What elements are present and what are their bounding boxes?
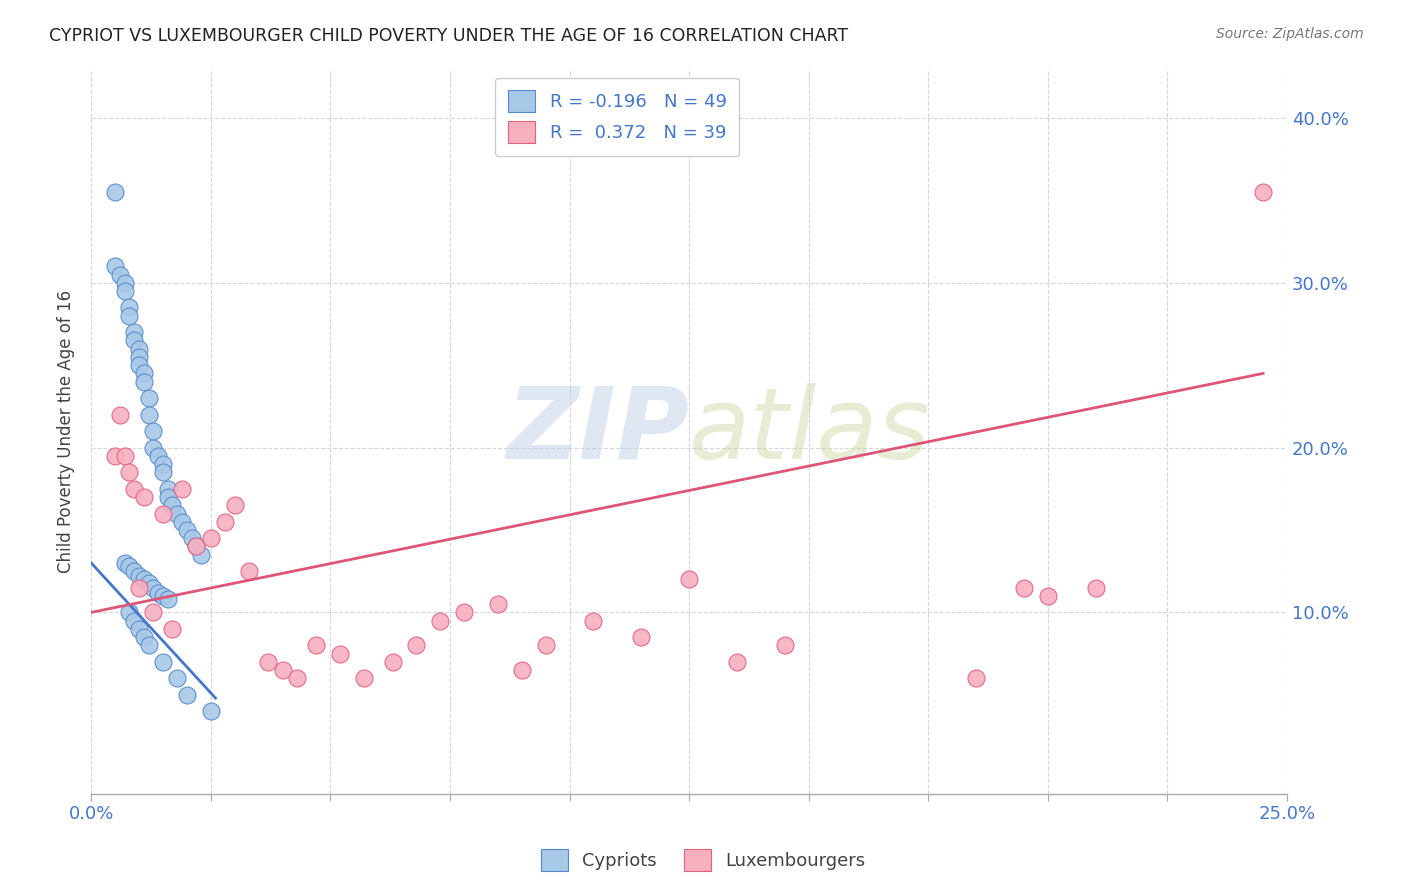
Point	[305, 638, 328, 652]
Point	[329, 647, 352, 661]
Point	[190, 548, 212, 562]
Point	[1012, 581, 1035, 595]
Point	[114, 449, 136, 463]
Point	[128, 581, 150, 595]
Point	[146, 585, 169, 599]
Point	[156, 482, 179, 496]
Point	[132, 375, 155, 389]
Point	[108, 408, 131, 422]
Point	[405, 638, 427, 652]
Point	[353, 671, 375, 685]
Point	[114, 284, 136, 298]
Point	[429, 614, 451, 628]
Point	[114, 276, 136, 290]
Point	[166, 507, 188, 521]
Point	[1084, 581, 1107, 595]
Point	[138, 638, 160, 652]
Point	[152, 655, 174, 669]
Point	[453, 606, 475, 620]
Legend: Cypriots, Luxembourgers: Cypriots, Luxembourgers	[533, 842, 873, 879]
Point	[118, 309, 141, 323]
Point	[170, 515, 193, 529]
Point	[118, 465, 141, 479]
Point	[138, 575, 160, 590]
Point	[186, 540, 208, 554]
Point	[128, 350, 150, 364]
Point	[200, 704, 222, 718]
Text: atlas: atlas	[689, 383, 931, 480]
Point	[118, 606, 141, 620]
Point	[108, 268, 131, 282]
Point	[132, 367, 155, 381]
Point	[534, 638, 557, 652]
Point	[142, 441, 165, 455]
Point	[381, 655, 404, 669]
Point	[162, 622, 184, 636]
Point	[152, 589, 174, 603]
Point	[114, 556, 136, 570]
Point	[180, 531, 202, 545]
Point	[170, 482, 193, 496]
Point	[214, 515, 236, 529]
Point	[132, 573, 155, 587]
Point	[132, 630, 155, 644]
Point	[166, 671, 188, 685]
Point	[965, 671, 987, 685]
Point	[118, 559, 141, 574]
Point	[142, 581, 165, 595]
Point	[122, 325, 145, 339]
Point	[128, 622, 150, 636]
Point	[156, 592, 179, 607]
Point	[122, 614, 145, 628]
Point	[285, 671, 308, 685]
Point	[486, 597, 509, 611]
Legend: R = -0.196   N = 49, R =  0.372   N = 39: R = -0.196 N = 49, R = 0.372 N = 39	[495, 78, 740, 156]
Point	[142, 606, 165, 620]
Point	[176, 523, 198, 537]
Point	[224, 498, 246, 512]
Point	[510, 663, 533, 677]
Point	[176, 688, 198, 702]
Point	[122, 482, 145, 496]
Point	[156, 490, 179, 504]
Point	[122, 564, 145, 578]
Text: CYPRIOT VS LUXEMBOURGER CHILD POVERTY UNDER THE AGE OF 16 CORRELATION CHART: CYPRIOT VS LUXEMBOURGER CHILD POVERTY UN…	[49, 27, 848, 45]
Point	[128, 342, 150, 356]
Point	[582, 614, 605, 628]
Point	[725, 655, 748, 669]
Point	[104, 260, 127, 274]
Point	[1036, 589, 1059, 603]
Point	[128, 569, 150, 583]
Point	[630, 630, 652, 644]
Point	[678, 573, 700, 587]
Point	[271, 663, 294, 677]
Text: ZIP: ZIP	[506, 383, 689, 480]
Point	[238, 564, 260, 578]
Point	[152, 465, 174, 479]
Point	[773, 638, 796, 652]
Point	[257, 655, 280, 669]
Point	[152, 507, 174, 521]
Point	[142, 424, 165, 438]
Point	[132, 490, 155, 504]
Point	[1251, 185, 1274, 199]
Point	[128, 358, 150, 372]
Point	[152, 457, 174, 471]
Point	[200, 531, 222, 545]
Point	[186, 540, 208, 554]
Point	[104, 185, 127, 199]
Point	[138, 391, 160, 405]
Point	[122, 334, 145, 348]
Point	[162, 498, 184, 512]
Point	[104, 449, 127, 463]
Point	[118, 301, 141, 315]
Point	[146, 449, 169, 463]
Point	[138, 408, 160, 422]
Text: Source: ZipAtlas.com: Source: ZipAtlas.com	[1216, 27, 1364, 41]
Y-axis label: Child Poverty Under the Age of 16: Child Poverty Under the Age of 16	[58, 290, 75, 573]
